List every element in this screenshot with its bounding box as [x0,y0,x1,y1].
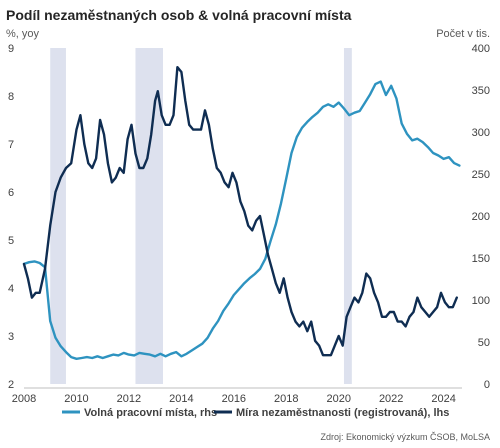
right-tick-label: 400 [472,43,490,55]
source-note: Zdroj: Ekonomický výzkum ČSOB, MoLSA [320,432,490,442]
right-tick-label: 150 [472,253,490,265]
series-line-unemployment [22,66,458,357]
shading-band-2 [135,48,164,384]
x-tick-label: 2012 [117,393,141,405]
shading-band-3 [343,48,352,384]
x-tick-label: 2022 [379,393,403,405]
left-tick-label: 6 [8,187,14,199]
right-tick-label: 100 [472,295,490,307]
x-tick-label: 2024 [431,393,455,405]
right-tick-label: 300 [472,127,490,139]
legend-label-unemployment: Míra nezaměstnanosti (registrovaná), lhs [236,407,449,419]
right-axis-tick-labels: 0 50 100 150 200 250 300 350 400 [472,43,490,391]
legend-label-vacancies: Volná pracovní místa, rhs [84,407,217,419]
x-tick-label: 2016 [222,393,246,405]
series-line-vacancies [22,80,461,360]
x-tick-label: 2018 [274,393,298,405]
x-tick-label: 2014 [169,393,193,405]
right-tick-label: 50 [478,337,490,349]
left-axis-unit: %, yoy [6,28,40,40]
x-tick-label: 2020 [326,393,350,405]
x-tick-label: 2008 [12,393,36,405]
left-tick-label: 8 [8,91,14,103]
right-tick-label: 250 [472,169,490,181]
series-lines-layer [22,66,461,360]
right-axis-unit: Počet v tis. [436,28,490,40]
left-tick-label: 7 [8,139,14,151]
left-tick-label: 9 [8,43,14,55]
right-tick-label: 200 [472,211,490,223]
right-tick-label: 0 [484,379,490,391]
chart-title: Podíl nezaměstnaných osob & volná pracov… [6,7,352,23]
left-tick-label: 2 [8,379,14,391]
legend: Volná pracovní místa, rhs Míra nezaměstn… [62,407,449,419]
recession-shading-layer [50,48,352,384]
shading-band-1 [50,48,66,384]
left-tick-label: 5 [8,235,14,247]
right-tick-label: 350 [472,85,490,97]
left-axis-tick-labels: 2 3 4 5 6 7 8 9 [8,43,14,391]
x-tick-label: 2010 [64,393,88,405]
left-tick-label: 3 [8,331,14,343]
x-axis-tick-labels: 2008 2010 2012 2014 2016 2018 2020 2022 2024 [12,393,456,405]
left-tick-label: 4 [8,283,14,295]
